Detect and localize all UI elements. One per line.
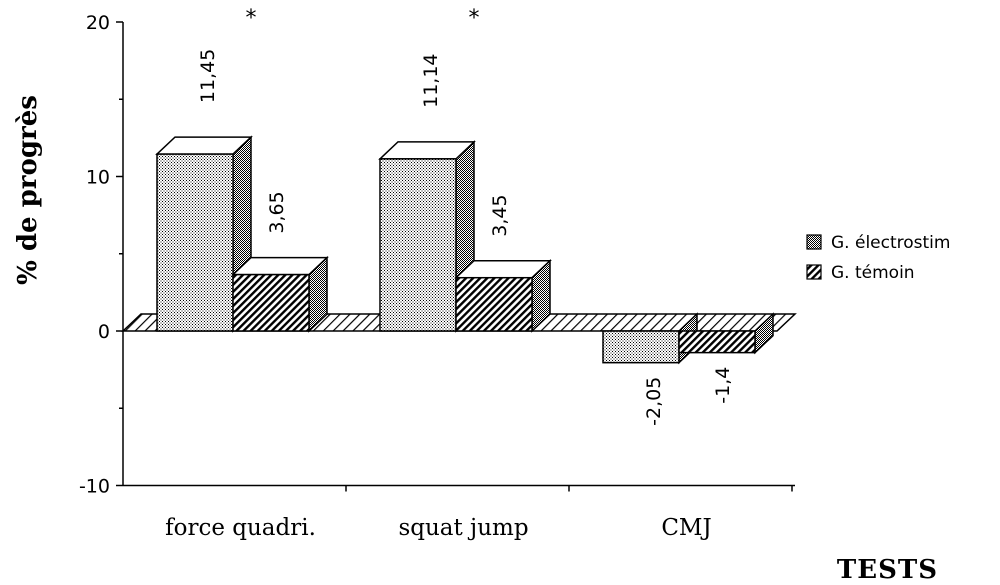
data-label: 3,45	[489, 194, 511, 236]
bar-front	[156, 153, 234, 332]
bar	[231, 255, 329, 333]
bar	[378, 140, 476, 333]
x-category-label: squat jump	[398, 515, 528, 541]
data-label: 3,65	[266, 191, 288, 233]
y-tick-label: -10	[79, 476, 110, 498]
bar	[678, 312, 774, 355]
significance-marker: *	[469, 6, 480, 31]
bar-front	[232, 273, 310, 332]
data-label: 11,45	[197, 49, 219, 103]
legend-swatch	[806, 234, 822, 250]
y-tick-label: 20	[86, 12, 110, 34]
y-tick-label: 0	[98, 321, 110, 343]
y-tick-label: 10	[86, 167, 110, 189]
data-label: -2,05	[643, 377, 665, 426]
x-axis-title: TESTS	[837, 555, 938, 585]
significance-marker: *	[246, 6, 257, 31]
bar-front	[455, 276, 533, 332]
bar-front	[379, 158, 457, 332]
legend-label: G. témoin	[831, 263, 915, 283]
x-category-label: force quadri.	[165, 515, 316, 541]
legend-label: G. électrostim	[831, 233, 950, 253]
bar-front	[602, 330, 680, 364]
x-category-label: CMJ	[661, 515, 711, 541]
data-label: 11,14	[420, 53, 442, 107]
bar-front	[678, 330, 756, 354]
legend: G. électrostim G. témoin	[806, 233, 950, 283]
y-axis-title: % de progrès	[13, 95, 43, 285]
data-label: -1,4	[712, 367, 734, 404]
legend-swatch	[806, 264, 822, 280]
bar	[155, 135, 253, 333]
bar	[454, 258, 552, 333]
